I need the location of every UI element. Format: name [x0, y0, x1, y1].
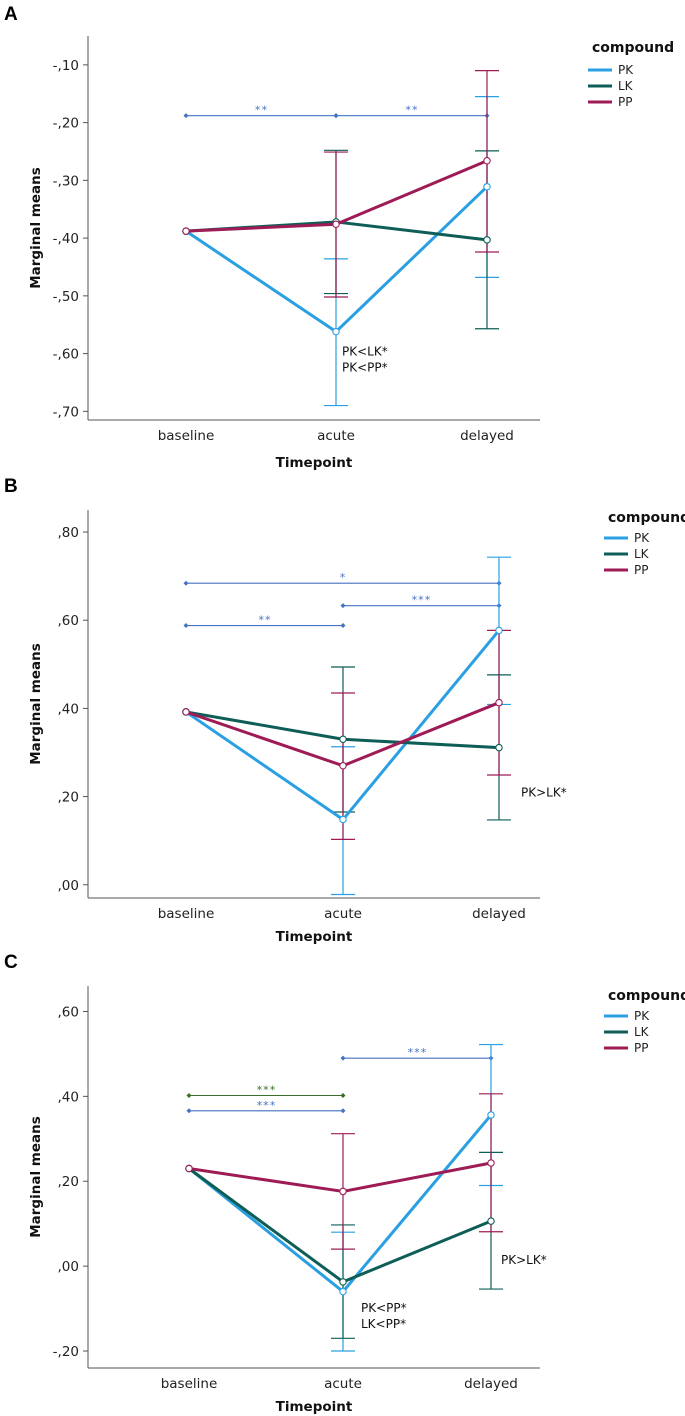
- panel-label: B: [4, 476, 18, 497]
- x-tick-label: delayed: [460, 428, 514, 444]
- bracket-end-marker: [183, 623, 189, 629]
- legend-label-lk: LK: [634, 547, 650, 561]
- y-tick-label: -,30: [53, 173, 79, 189]
- x-tick-label: acute: [317, 428, 355, 444]
- data-point-lk: [483, 236, 491, 244]
- comparison-annotation: PK>LK*: [521, 786, 567, 800]
- comparison-annotation: PK<LK*: [342, 344, 388, 358]
- comparison-annotation: PK<PP*: [342, 360, 388, 374]
- legend-label-pp: PP: [618, 95, 632, 109]
- legend-label-pp: PP: [634, 1041, 648, 1055]
- legend-label-pk: PK: [634, 1009, 650, 1023]
- data-point-pk: [495, 626, 503, 635]
- bracket-end-marker: [340, 623, 346, 629]
- data-point-pp: [182, 708, 190, 716]
- x-axis-title: Timepoint: [276, 929, 353, 945]
- x-tick-label: acute: [324, 1376, 362, 1392]
- bracket-end-marker: [340, 603, 346, 609]
- data-point-pp: [182, 227, 190, 235]
- comparison-annotation: PK>LK*: [501, 1253, 547, 1267]
- y-tick-label: -,50: [53, 289, 79, 305]
- y-tick-label: ,80: [58, 525, 79, 541]
- legend-label-lk: LK: [618, 79, 634, 93]
- data-point-pp: [339, 761, 347, 770]
- data-point-pp: [487, 1159, 495, 1167]
- data-point-lk: [487, 1217, 495, 1225]
- bracket-end-marker: [186, 1093, 192, 1099]
- data-point-pk: [332, 327, 340, 336]
- panel-label: C: [4, 952, 18, 973]
- chart-panel-a: A -,10 -,20 -,30 -,40 -,50 -,60 -,70 baseline acu…: [0, 0, 685, 472]
- data-point-pp: [483, 156, 491, 165]
- chart-panel-c: C ,60 ,40 ,20 ,00 -,20 baseline acute delayed Tim…: [0, 950, 685, 1416]
- x-axis-title: Timepoint: [276, 1399, 353, 1415]
- y-axis-title: Marginal means: [28, 1116, 44, 1238]
- data-point-pp: [332, 220, 340, 228]
- bracket-end-marker: [340, 1055, 346, 1061]
- x-tick-label: baseline: [158, 906, 215, 922]
- y-tick-label: -,20: [53, 116, 79, 132]
- significance-label: ***: [256, 1099, 276, 1112]
- bracket-end-marker: [183, 113, 189, 119]
- legend-label-lk: LK: [634, 1025, 650, 1039]
- x-tick-label: acute: [324, 906, 362, 922]
- legend-label-pk: PK: [634, 531, 650, 545]
- significance-label: ***: [407, 1046, 427, 1059]
- legend-title: compound: [592, 40, 674, 56]
- x-tick-label: baseline: [158, 428, 215, 444]
- x-tick-label: delayed: [472, 906, 526, 922]
- legend-title: compound: [608, 988, 685, 1004]
- y-tick-label: -,60: [53, 347, 79, 363]
- legend-title: compound: [608, 510, 685, 526]
- y-tick-label: -,40: [53, 231, 79, 247]
- chart-b-svg: B ,80 ,60 ,40 ,20 ,00 baseline acute delayed Time…: [4, 476, 685, 945]
- y-tick-label: ,40: [58, 1089, 79, 1105]
- significance-label: **: [258, 614, 271, 627]
- data-point-lk: [339, 1278, 347, 1286]
- y-tick-label: ,20: [58, 790, 79, 806]
- y-tick-label: ,40: [58, 701, 79, 717]
- bracket-end-marker: [183, 580, 189, 586]
- y-tick-label: ,00: [58, 1259, 79, 1275]
- data-point-pk: [487, 1111, 495, 1119]
- significance-label: **: [405, 104, 418, 117]
- bracket-end-marker: [340, 1093, 346, 1099]
- significance-label: **: [254, 104, 267, 117]
- data-point-pp: [185, 1164, 193, 1173]
- y-tick-label: -,70: [53, 404, 79, 420]
- comparison-annotation: PK<PP*: [361, 1301, 407, 1315]
- x-tick-label: baseline: [161, 1376, 218, 1392]
- y-tick-label: -,10: [53, 58, 79, 74]
- data-point-pk: [339, 1287, 347, 1296]
- x-tick-label: delayed: [464, 1376, 518, 1392]
- data-point-lk: [339, 735, 347, 744]
- y-tick-label: ,20: [58, 1174, 79, 1190]
- y-tick-label: ,60: [58, 1004, 79, 1020]
- data-point-pp: [495, 698, 503, 707]
- bracket-end-marker: [333, 113, 339, 119]
- y-axis-title: Marginal means: [28, 167, 44, 289]
- chart-c-svg: C ,60 ,40 ,20 ,00 -,20 baseline acute delayed Tim…: [4, 952, 685, 1415]
- x-axis-title: Timepoint: [276, 455, 353, 471]
- significance-label: ***: [256, 1084, 276, 1097]
- chart-a-svg: A -,10 -,20 -,30 -,40 -,50 -,60 -,70 baseline acu…: [4, 4, 674, 471]
- significance-label: ***: [411, 594, 431, 607]
- panel-label: A: [4, 4, 18, 25]
- data-point-lk: [495, 743, 503, 752]
- bracket-end-marker: [186, 1108, 192, 1114]
- y-axis-title: Marginal means: [28, 643, 44, 765]
- legend-label-pp: PP: [634, 563, 648, 577]
- bracket-end-marker: [340, 1108, 346, 1114]
- y-tick-label: ,60: [58, 613, 79, 629]
- data-point-pp: [339, 1187, 347, 1196]
- legend-label-pk: PK: [618, 63, 634, 77]
- y-tick-label: ,00: [58, 878, 79, 894]
- comparison-annotation: LK<PP*: [361, 1317, 406, 1331]
- significance-label: *: [339, 571, 346, 584]
- data-point-pk: [483, 182, 491, 191]
- y-tick-label: -,20: [53, 1344, 79, 1360]
- chart-panel-b: B ,80 ,60 ,40 ,20 ,00 baseline acute delayed Time…: [0, 472, 685, 950]
- data-point-pk: [339, 815, 347, 824]
